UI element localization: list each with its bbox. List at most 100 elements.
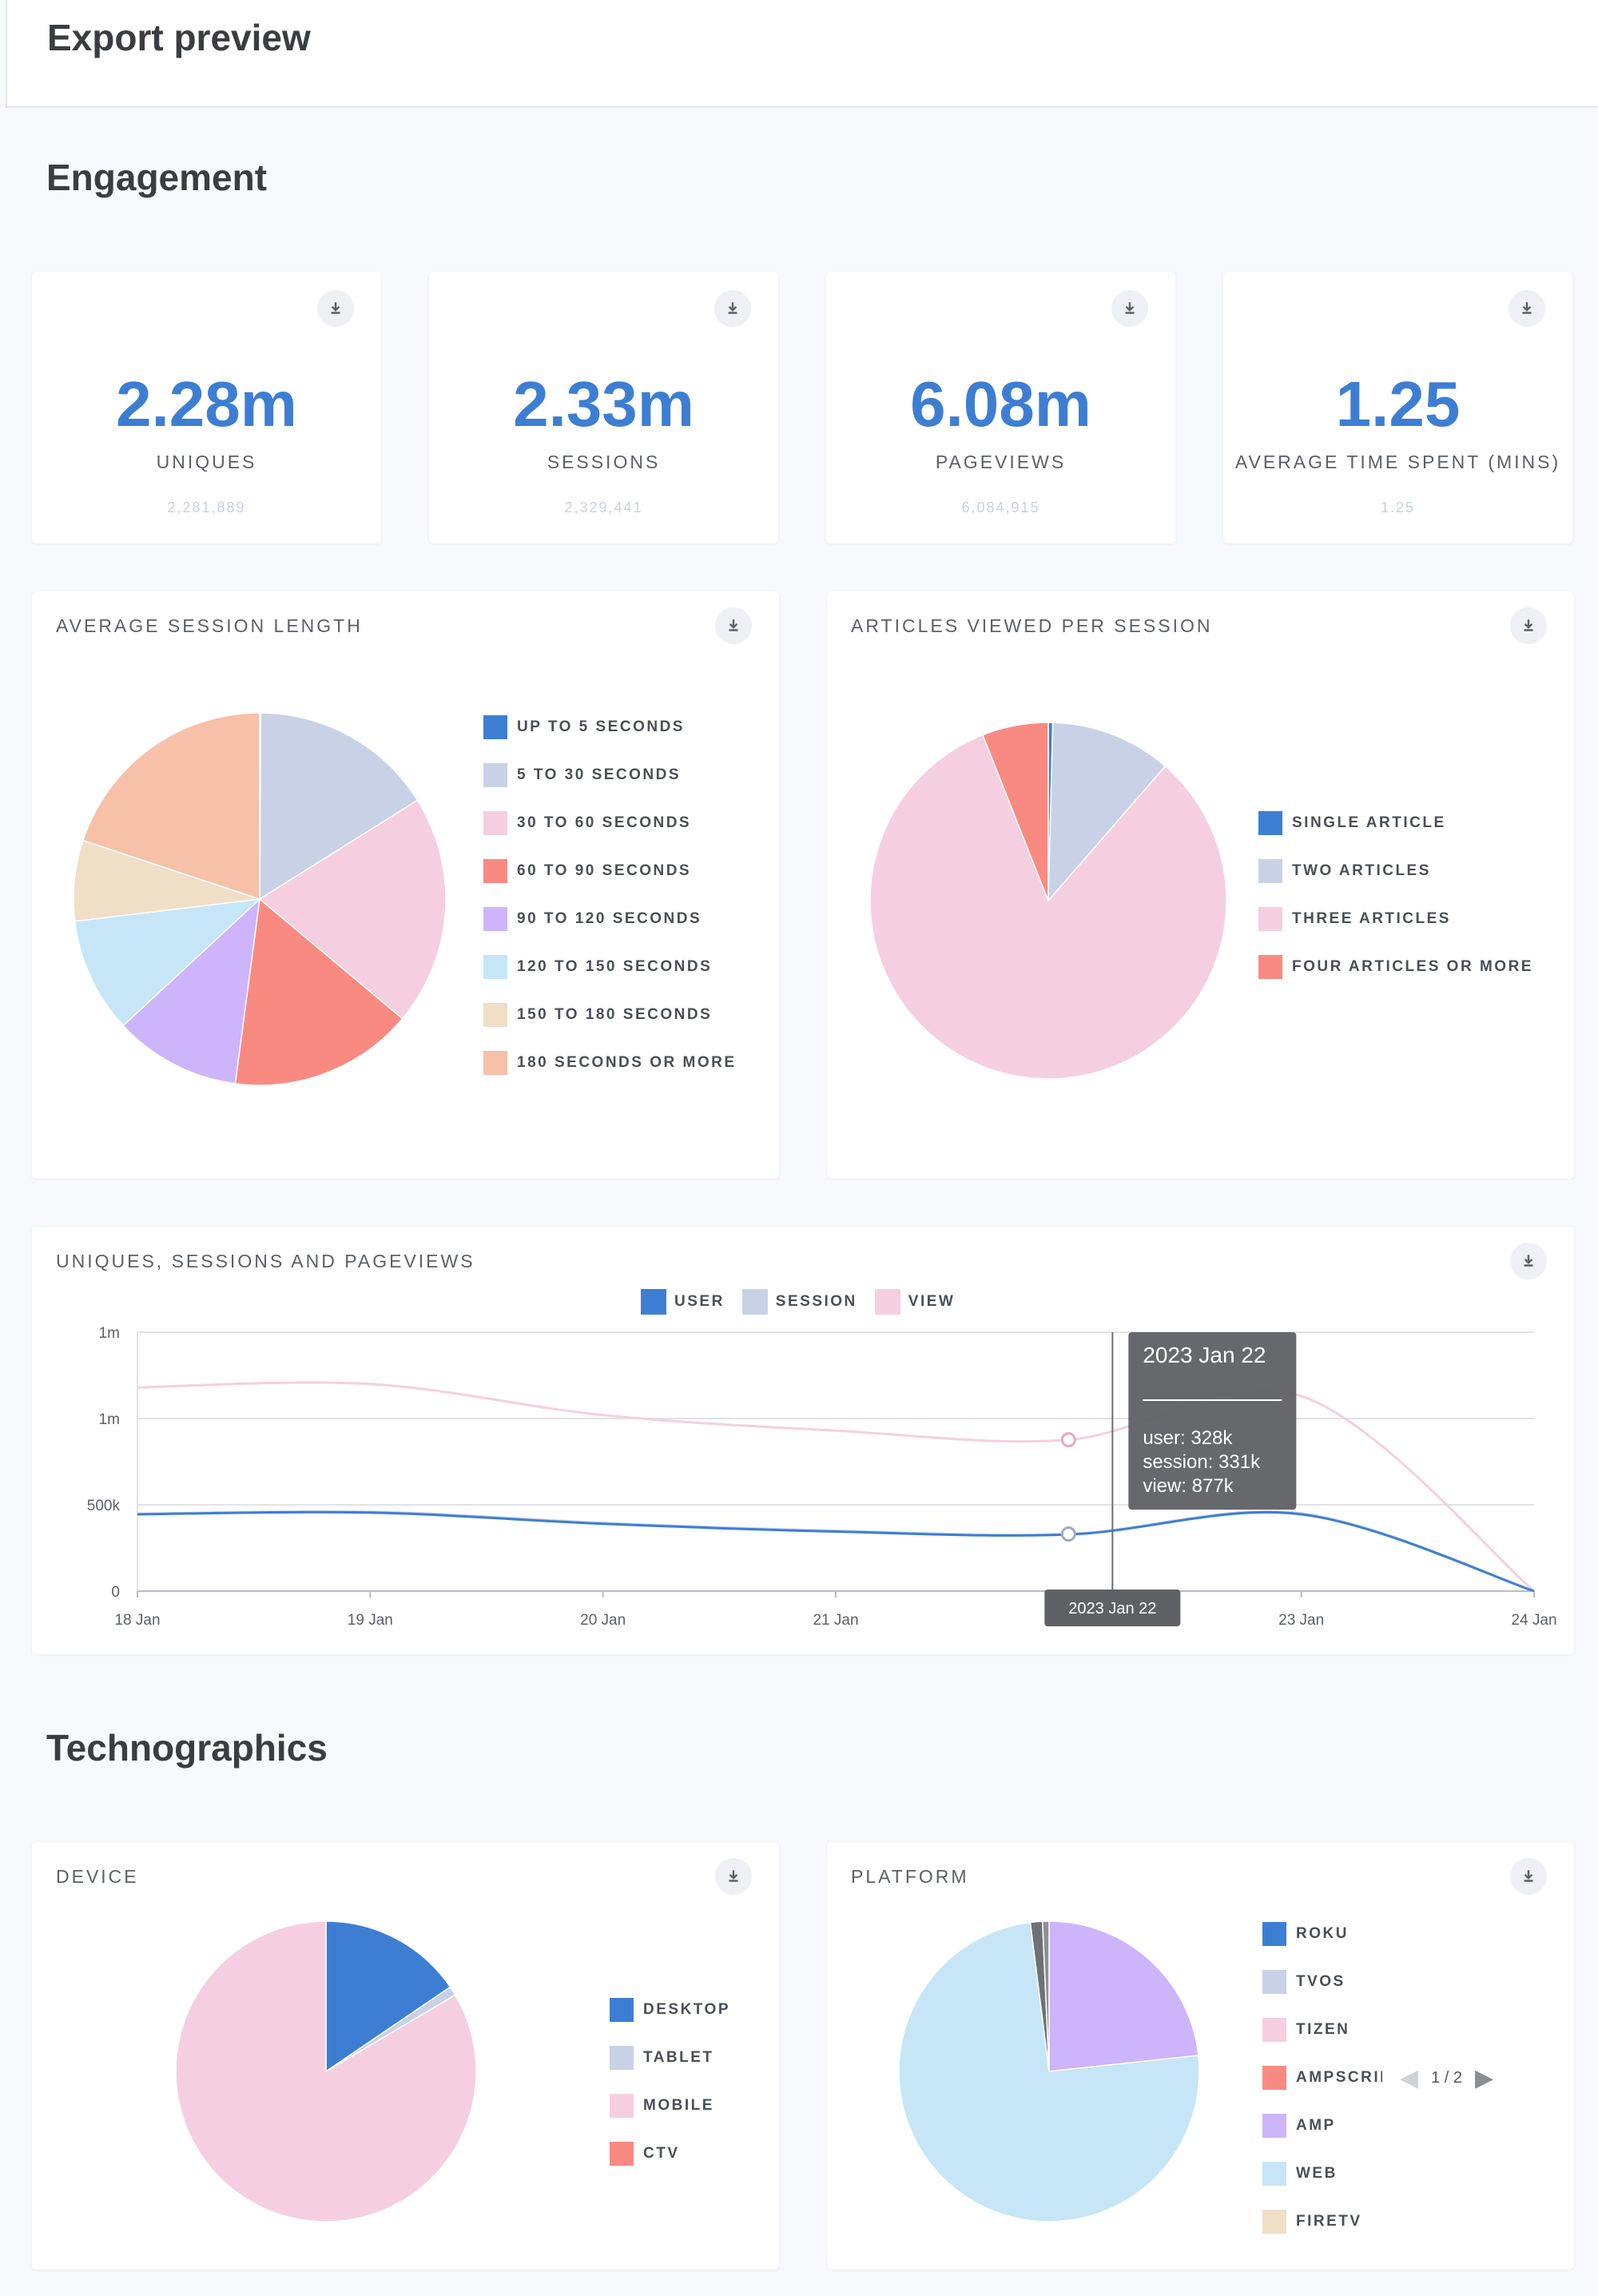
legend-swatch bbox=[483, 907, 507, 931]
legend-item-tablet[interactable]: TABLET bbox=[610, 2034, 730, 2082]
legend-item-ctv[interactable]: CTV bbox=[610, 2130, 730, 2178]
x-tick-label: 24 Jan bbox=[1511, 1612, 1556, 1629]
stat-value: 1.25 bbox=[1335, 368, 1461, 440]
legend-item-firetv[interactable]: FIRETV bbox=[1262, 2198, 1382, 2246]
platform-pie bbox=[898, 1920, 1200, 2222]
series-line-user[interactable] bbox=[137, 1510, 1535, 1593]
legend-item-four-articles-or-more[interactable]: FOUR ARTICLES OR MORE bbox=[1258, 943, 1533, 991]
legend-item-user[interactable]: USER bbox=[641, 1289, 725, 1315]
stat-sub-value: 2,329,441 bbox=[564, 499, 643, 515]
average-session-length-card: AVERAGE SESSION LENGTH UP TO 5 SECONDS 5 … bbox=[32, 591, 779, 1179]
legend-item-mobile[interactable]: MOBILE bbox=[610, 2082, 730, 2130]
pager-prev-icon[interactable]: ◀ bbox=[1400, 2065, 1419, 2091]
x-tick-label: 23 Jan bbox=[1278, 1612, 1324, 1629]
legend-swatch bbox=[483, 1051, 507, 1075]
legend-item-desktop[interactable]: DESKTOP bbox=[610, 1986, 730, 2034]
legend-item-session[interactable]: SESSION bbox=[741, 1289, 857, 1315]
legend-label: UP TO 5 SECONDS bbox=[517, 718, 685, 735]
pie-slice-two-articles[interactable] bbox=[1047, 722, 1167, 903]
download-icon bbox=[1524, 1870, 1533, 1882]
download-button[interactable] bbox=[1111, 290, 1148, 327]
legend-swatch bbox=[483, 1003, 507, 1027]
pie-slice-amp[interactable] bbox=[1048, 1920, 1199, 2072]
legend-label: WEB bbox=[1296, 2165, 1338, 2182]
platform-card: PLATFORM ROKU TVOS TIZEN AMPSCRIP AMP WEB FIRE… bbox=[827, 1842, 1574, 2270]
legend-item-120-to-150-seconds[interactable]: 120 TO 150 SECONDS bbox=[483, 943, 737, 991]
pie-slice-desktop[interactable] bbox=[325, 1920, 451, 2073]
download-button[interactable] bbox=[1510, 1243, 1547, 1279]
download-button[interactable] bbox=[714, 290, 751, 327]
series-line-session[interactable] bbox=[137, 1510, 1535, 1593]
pie-slice-web[interactable] bbox=[898, 1921, 1200, 2222]
legend-item-ampscrip[interactable]: AMPSCRIP bbox=[1262, 2054, 1382, 2102]
hover-point-session[interactable] bbox=[1060, 1526, 1076, 1542]
stat-label: SESSIONS bbox=[547, 452, 661, 472]
legend-swatch bbox=[1258, 955, 1282, 979]
legend-swatch bbox=[1262, 2210, 1286, 2234]
legend-label: CTV bbox=[643, 2145, 680, 2162]
pie-slice-90-to-120-seconds[interactable] bbox=[122, 897, 261, 1084]
legend-item-two-articles[interactable]: TWO ARTICLES bbox=[1258, 847, 1533, 895]
page-title: Export preview bbox=[47, 17, 311, 58]
legend-item-5-to-30-seconds[interactable]: 5 TO 30 SECONDS bbox=[483, 751, 737, 799]
pie-slice-30-to-60-seconds[interactable] bbox=[258, 799, 447, 1020]
download-button[interactable] bbox=[1509, 290, 1545, 327]
download-button[interactable] bbox=[715, 1858, 752, 1895]
x-tick-label: 19 Jan bbox=[348, 1612, 393, 1629]
download-button[interactable] bbox=[1510, 607, 1547, 644]
pie-slice-150-to-180-seconds[interactable] bbox=[73, 839, 260, 922]
download-button[interactable] bbox=[317, 290, 354, 327]
legend-label: 150 TO 180 SECONDS bbox=[517, 1006, 713, 1023]
legend-item-web[interactable]: WEB bbox=[1262, 2150, 1382, 2198]
y-tick-label: 1m bbox=[99, 1325, 120, 1342]
legend-item-three-articles[interactable]: THREE ARTICLES bbox=[1258, 895, 1533, 943]
pie-slice-four-articles-or-more[interactable] bbox=[981, 722, 1049, 901]
legend-item-tvos[interactable]: TVOS bbox=[1262, 1958, 1382, 2006]
tooltip-title: 2023 Jan 22 bbox=[1143, 1343, 1266, 1367]
pie-slice-other-8[interactable] bbox=[1041, 1920, 1050, 2072]
legend-item-60-to-90-seconds[interactable]: 60 TO 90 SECONDS bbox=[483, 847, 737, 895]
download-icon bbox=[729, 619, 738, 631]
legend-item-amp[interactable]: AMP bbox=[1262, 2102, 1382, 2150]
legend-label: 90 TO 120 SECONDS bbox=[517, 910, 702, 927]
articles-viewed-card: ARTICLES VIEWED PER SESSION SINGLE ARTIC… bbox=[827, 591, 1574, 1179]
pie-slice-120-to-150-seconds[interactable] bbox=[74, 897, 262, 1027]
legend-item-single-article[interactable]: SINGLE ARTICLE bbox=[1258, 799, 1533, 847]
pie-slice-60-to-90-seconds[interactable] bbox=[234, 897, 403, 1086]
legend-item-roku[interactable]: ROKU bbox=[1262, 1910, 1382, 1958]
legend-label: AMP bbox=[1296, 2117, 1336, 2134]
download-button[interactable] bbox=[1510, 1858, 1547, 1895]
y-tick-label: 0 bbox=[111, 1584, 120, 1601]
legend-item-180-seconds-or-more[interactable]: 180 SECONDS OR MORE bbox=[483, 1039, 737, 1087]
pie-slice-5-to-30-seconds[interactable] bbox=[259, 712, 419, 901]
x-tick-label: 21 Jan bbox=[813, 1612, 858, 1629]
stat-sub-value: 6,084,915 bbox=[961, 499, 1040, 515]
section-title-engagement: Engagement bbox=[46, 157, 268, 198]
pager-next-icon[interactable]: ▶ bbox=[1475, 2065, 1494, 2091]
legend-swatch bbox=[874, 1289, 900, 1315]
legend-item-view[interactable]: VIEW bbox=[874, 1289, 956, 1315]
series-line-view[interactable] bbox=[137, 1381, 1535, 1593]
legend-swatch bbox=[483, 763, 507, 787]
download-icon bbox=[1522, 302, 1532, 314]
download-icon bbox=[1524, 619, 1533, 631]
legend-swatch bbox=[610, 2046, 634, 2070]
legend-item-150-to-180-seconds[interactable]: 150 TO 180 SECONDS bbox=[483, 991, 737, 1039]
legend-label: MOBILE bbox=[643, 2097, 714, 2114]
download-button[interactable] bbox=[715, 607, 752, 644]
legend-label: THREE ARTICLES bbox=[1292, 910, 1451, 927]
hover-point-view[interactable] bbox=[1060, 1432, 1076, 1448]
legend-label: TABLET bbox=[643, 2049, 714, 2066]
articles-viewed-legend: SINGLE ARTICLE TWO ARTICLES THREE ARTICLES… bbox=[1258, 799, 1533, 991]
legend-item-up-to-5-seconds[interactable]: UP TO 5 SECONDS bbox=[483, 703, 737, 751]
stat-label: UNIQUES bbox=[156, 452, 257, 472]
pie-slice-mobile[interactable] bbox=[175, 1920, 477, 2222]
legend-item-90-to-120-seconds[interactable]: 90 TO 120 SECONDS bbox=[483, 895, 737, 943]
download-icon bbox=[729, 1870, 738, 1882]
pie-slice-180-seconds-or-more[interactable] bbox=[81, 712, 260, 901]
legend-item-30-to-60-seconds[interactable]: 30 TO 60 SECONDS bbox=[483, 799, 737, 847]
device-card: DEVICE DESKTOP TABLET MOBILE CTV bbox=[32, 1842, 779, 2270]
legend-item-tizen[interactable]: TIZEN bbox=[1262, 2006, 1382, 2054]
pie-slice-three-articles[interactable] bbox=[869, 734, 1227, 1080]
